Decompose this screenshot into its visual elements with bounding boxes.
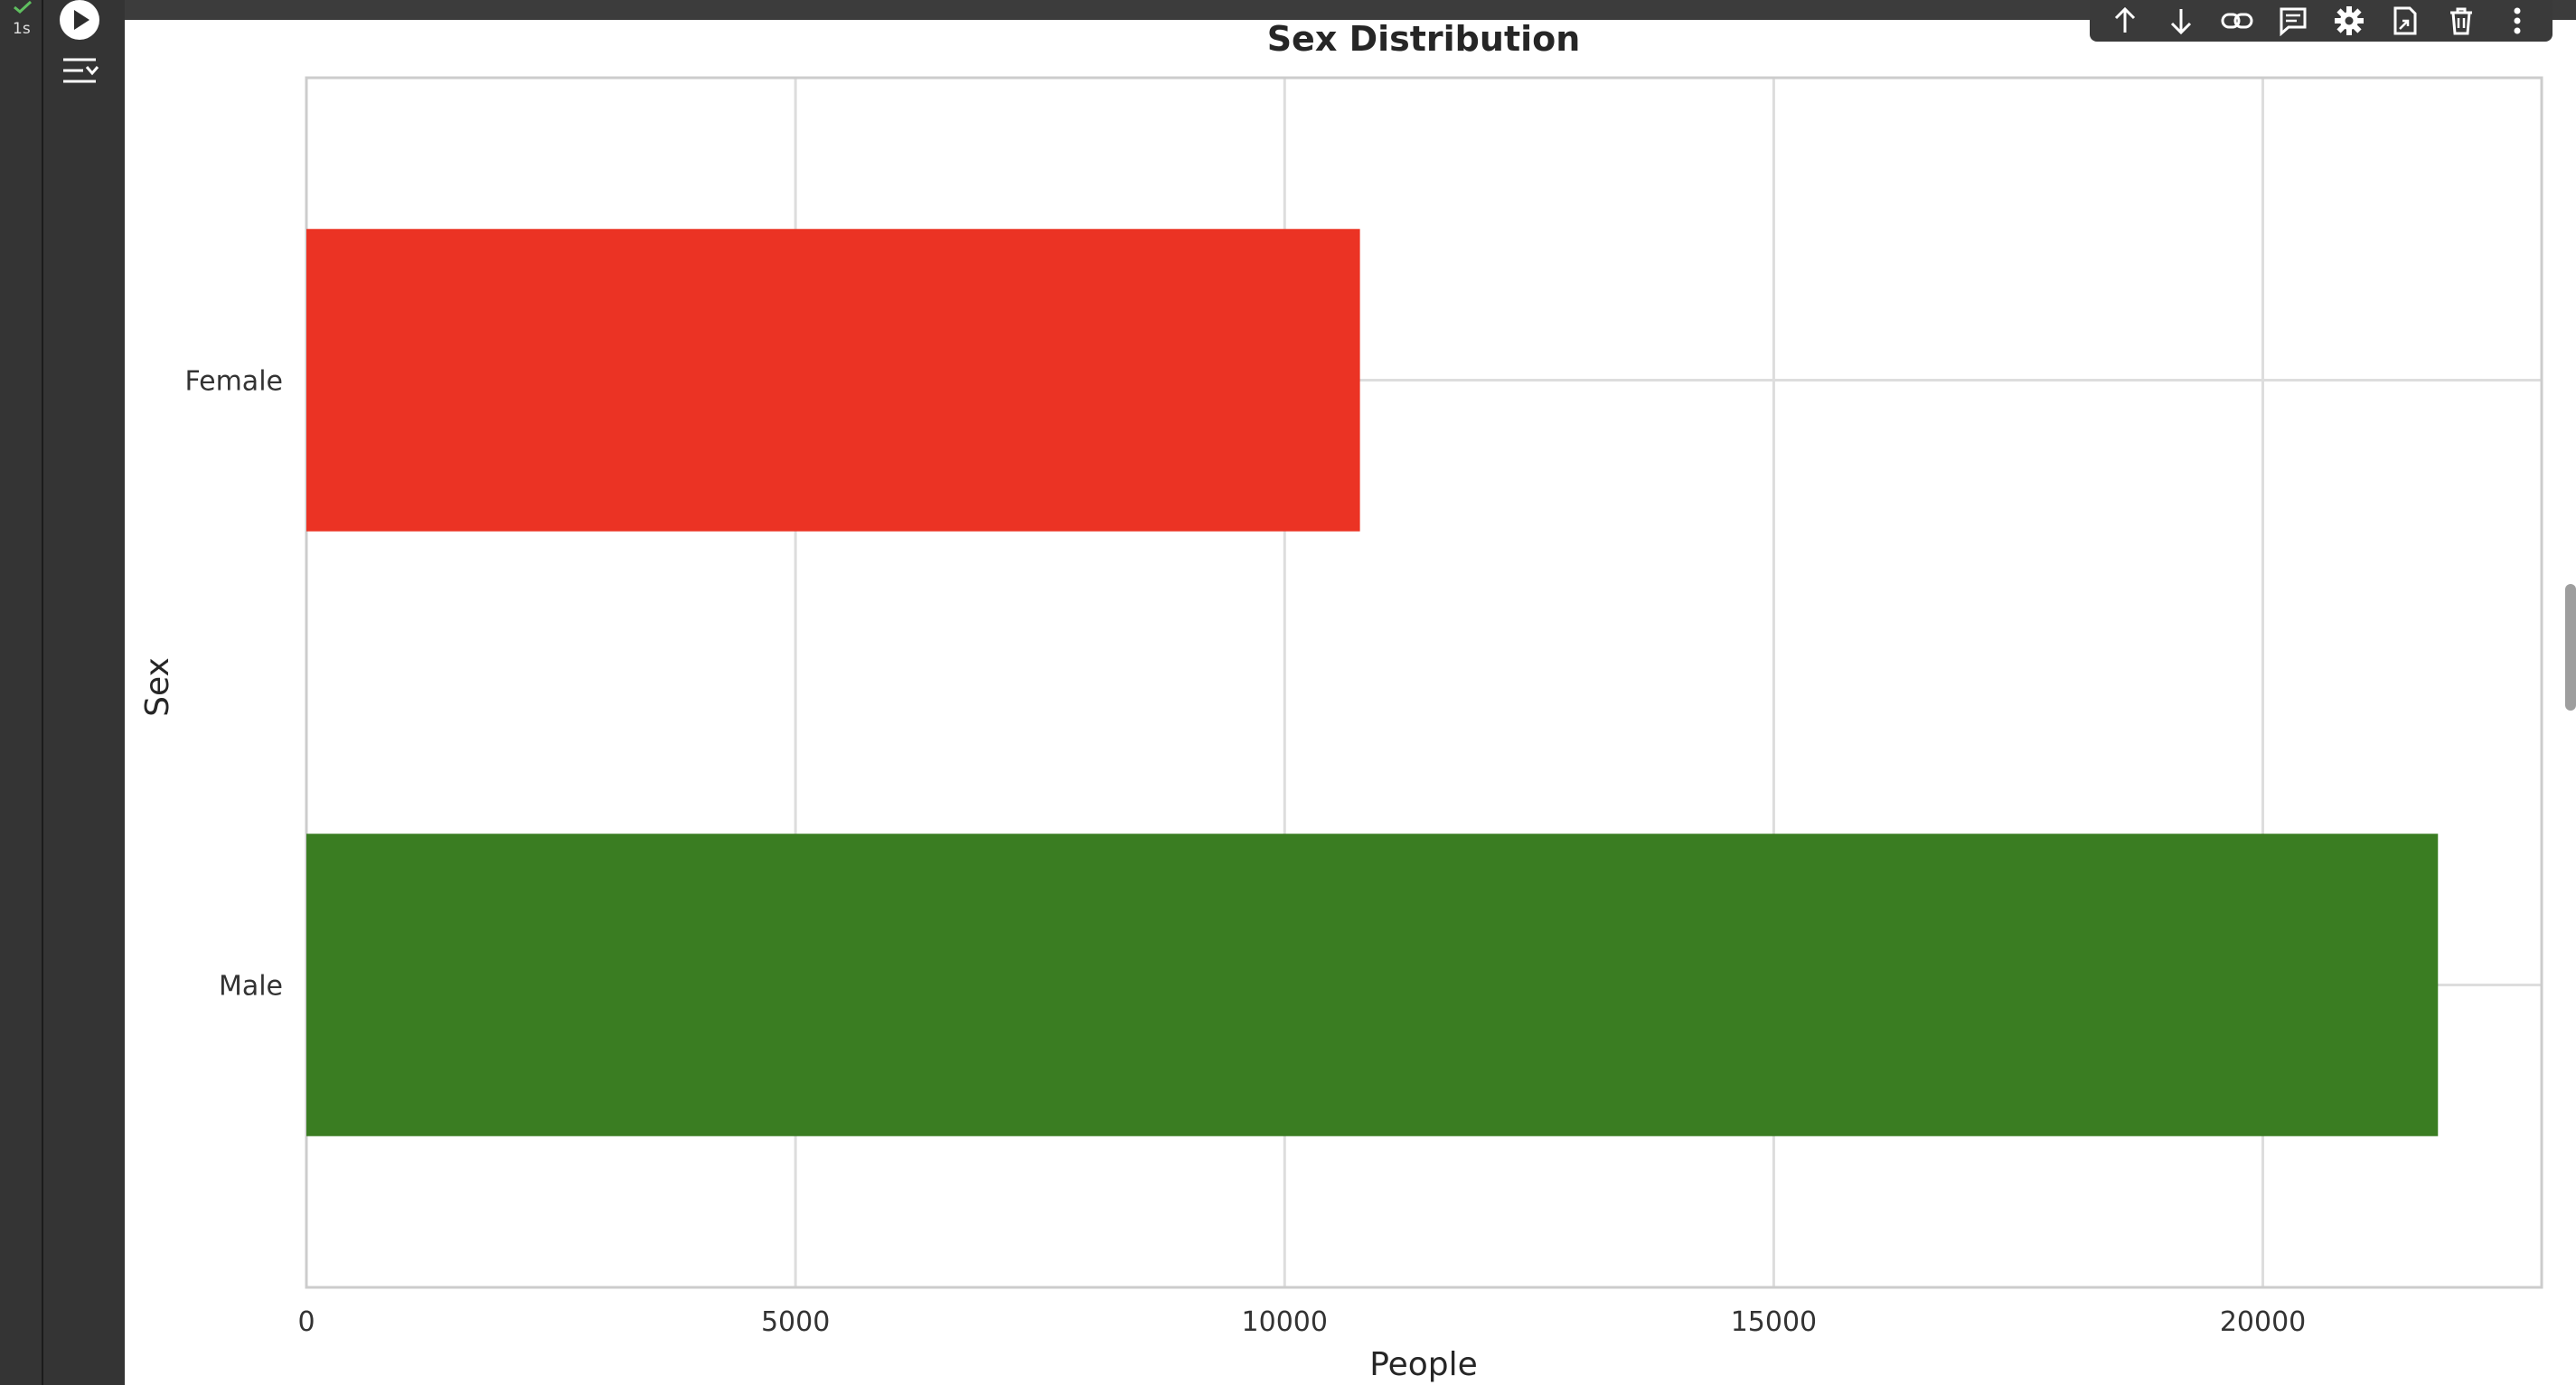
vertical-scrollbar[interactable] bbox=[2565, 584, 2576, 711]
chart-title: Sex Distribution bbox=[1267, 20, 1581, 59]
x-axis-label: People bbox=[1369, 1346, 1478, 1383]
comment-button[interactable] bbox=[2271, 3, 2315, 39]
move-up-button[interactable] bbox=[2103, 3, 2147, 39]
y-axis-label: Sex bbox=[139, 657, 176, 717]
arrow-up-icon bbox=[2114, 6, 2136, 33]
mirror-cell-icon bbox=[2393, 6, 2417, 35]
link-button[interactable] bbox=[2215, 3, 2259, 39]
execution-time: 1s bbox=[13, 20, 31, 38]
mirror-button[interactable] bbox=[2383, 3, 2427, 39]
cell-gutter: 1s bbox=[0, 0, 43, 1385]
gear-icon bbox=[2335, 6, 2364, 35]
cell-top-border bbox=[125, 0, 2576, 20]
bar-chart: Female Male 0 5000 10000 15000 20000 Sex Dist… bbox=[139, 20, 2543, 1383]
settings-button[interactable] bbox=[2327, 3, 2371, 39]
x-tick-label: 10000 bbox=[1242, 1306, 1328, 1338]
y-tick-label: Female bbox=[185, 366, 283, 398]
x-tick-label: 0 bbox=[297, 1306, 315, 1338]
x-tick-label: 20000 bbox=[2220, 1306, 2306, 1338]
link-icon bbox=[2221, 13, 2253, 29]
play-icon bbox=[74, 10, 89, 30]
comment-icon bbox=[2280, 7, 2307, 36]
arrow-down-icon bbox=[2170, 9, 2192, 35]
run-cell-button[interactable] bbox=[60, 0, 99, 40]
plot-frame bbox=[305, 76, 2543, 1289]
cell-toolbar bbox=[2090, 0, 2552, 42]
bar-female bbox=[306, 229, 1360, 532]
x-tick-label: 5000 bbox=[761, 1306, 830, 1338]
y-tick-label: Male bbox=[219, 971, 283, 1003]
x-tick-label: 15000 bbox=[1731, 1306, 1817, 1338]
trash-icon bbox=[2450, 7, 2472, 35]
cell-sidebar bbox=[43, 0, 125, 1385]
move-down-button[interactable] bbox=[2159, 3, 2203, 39]
output-toggle-icon[interactable] bbox=[60, 56, 101, 89]
delete-button[interactable] bbox=[2440, 3, 2483, 39]
bar-male bbox=[306, 834, 2439, 1136]
more-button[interactable] bbox=[2496, 3, 2539, 39]
more-vertical-icon bbox=[2514, 7, 2521, 34]
check-icon bbox=[14, 0, 33, 14]
